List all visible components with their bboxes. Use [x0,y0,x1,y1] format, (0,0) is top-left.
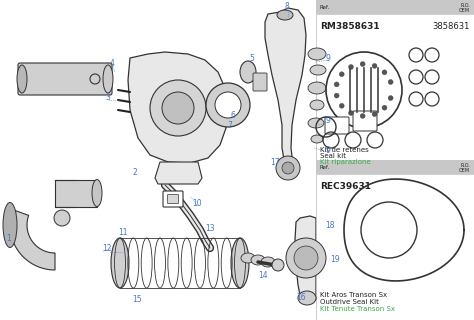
Circle shape [276,156,300,180]
Circle shape [348,64,354,69]
Circle shape [360,114,365,118]
Circle shape [382,70,387,75]
FancyBboxPatch shape [253,73,267,91]
Polygon shape [155,162,202,184]
Circle shape [388,79,393,84]
FancyBboxPatch shape [353,111,377,131]
Circle shape [339,72,344,77]
Text: 8: 8 [284,2,289,11]
Ellipse shape [231,238,249,288]
Circle shape [206,83,250,127]
Circle shape [360,61,365,67]
Ellipse shape [261,257,275,267]
Circle shape [282,162,294,174]
Circle shape [150,80,206,136]
Polygon shape [265,8,306,175]
Text: 9: 9 [326,146,331,155]
Ellipse shape [251,255,265,265]
Text: OEM: OEM [459,7,470,12]
Text: 11: 11 [118,228,128,236]
Text: 16: 16 [296,293,306,302]
Circle shape [54,210,70,226]
Text: 17: 17 [270,157,280,166]
Circle shape [215,92,241,118]
Text: 6: 6 [230,110,236,119]
FancyBboxPatch shape [325,117,349,134]
Circle shape [272,259,284,271]
Circle shape [294,246,318,270]
Ellipse shape [308,48,326,60]
Ellipse shape [17,65,27,93]
Ellipse shape [3,203,17,247]
Text: 3: 3 [106,92,110,101]
FancyBboxPatch shape [316,174,474,320]
Text: 13: 13 [205,223,215,233]
Text: Kit de retenes: Kit de retenes [320,147,369,153]
Circle shape [334,82,339,87]
Text: Seal kit: Seal kit [320,153,346,159]
Circle shape [382,105,387,110]
Text: 19: 19 [330,255,340,265]
Ellipse shape [103,65,113,93]
Text: Ref.: Ref. [320,4,330,10]
Ellipse shape [92,180,102,206]
Text: 9: 9 [326,116,331,124]
Text: 9: 9 [326,53,331,62]
Polygon shape [128,52,228,163]
FancyBboxPatch shape [18,63,112,95]
Polygon shape [10,210,55,270]
Text: 15: 15 [132,295,142,305]
Text: R.O.: R.O. [460,163,470,167]
Text: 2: 2 [133,167,137,177]
Ellipse shape [298,291,316,305]
Polygon shape [295,216,316,300]
Text: REC39631: REC39631 [320,181,371,190]
Circle shape [339,103,344,108]
Ellipse shape [277,10,293,20]
Text: 3858631: 3858631 [433,21,470,30]
Text: R.O.: R.O. [460,3,470,7]
Ellipse shape [310,65,326,75]
Ellipse shape [240,61,256,83]
Circle shape [162,92,194,124]
Ellipse shape [111,238,129,288]
FancyBboxPatch shape [55,180,97,207]
Circle shape [372,112,377,116]
Text: 5: 5 [250,53,255,62]
Text: Ref.: Ref. [320,164,330,170]
Text: 10: 10 [192,198,202,207]
Ellipse shape [311,135,323,143]
Circle shape [372,63,377,68]
FancyBboxPatch shape [316,14,474,160]
Ellipse shape [308,118,324,128]
Ellipse shape [241,253,255,263]
Text: Kit Tenute Transon Sx: Kit Tenute Transon Sx [320,306,395,312]
Ellipse shape [310,100,324,110]
FancyBboxPatch shape [316,160,474,174]
FancyBboxPatch shape [167,195,179,204]
Circle shape [286,238,326,278]
Ellipse shape [308,82,326,94]
Text: RM3858631: RM3858631 [320,21,380,30]
Text: 12: 12 [102,244,111,252]
Text: Kit riparazione: Kit riparazione [320,159,371,165]
Circle shape [348,110,354,116]
Text: Kit Aros Transon Sx: Kit Aros Transon Sx [320,292,387,298]
Text: Outdrive Seal Kit: Outdrive Seal Kit [320,299,379,305]
FancyBboxPatch shape [316,0,474,14]
Text: 7: 7 [228,121,232,130]
FancyBboxPatch shape [163,191,183,207]
Circle shape [388,96,393,100]
Text: 18: 18 [325,220,335,229]
Text: OEM: OEM [459,167,470,172]
Text: 4: 4 [109,59,114,68]
Circle shape [334,93,339,98]
Text: 14: 14 [258,270,268,279]
Text: 1: 1 [6,234,11,243]
